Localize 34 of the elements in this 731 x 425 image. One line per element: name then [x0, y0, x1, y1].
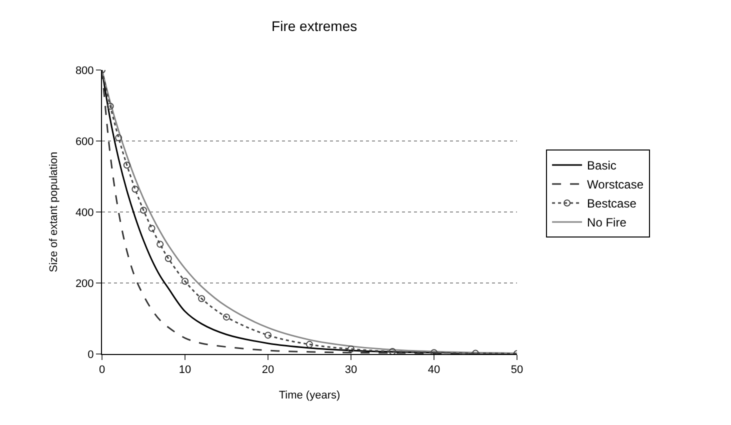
y-tick-label: 400	[75, 206, 94, 219]
x-tick-label: 30	[344, 364, 358, 376]
point	[264, 332, 272, 339]
y-axis-title: Size of extant population	[48, 152, 60, 272]
x-tick-label: 0	[98, 364, 106, 376]
legend-label: No Fire	[587, 216, 627, 230]
point	[148, 224, 156, 232]
point	[182, 278, 188, 285]
x-axis-title: Time (years)	[278, 389, 340, 402]
y-tick-label: 0	[88, 348, 94, 361]
legend-label: Basic	[587, 158, 616, 173]
y-tick-label: 200	[75, 278, 94, 290]
point	[348, 346, 354, 353]
point	[123, 162, 130, 169]
point	[115, 134, 122, 142]
point	[140, 206, 147, 214]
chart-title: Fire extremes	[272, 18, 358, 34]
point	[156, 240, 164, 248]
point	[106, 102, 114, 110]
y-tick-label: 600	[75, 136, 94, 148]
x-tick-label: 20	[262, 364, 274, 376]
legend-label: Bestcase	[587, 196, 637, 211]
x-tick-label: 40	[428, 364, 440, 376]
point	[223, 314, 230, 321]
point	[389, 348, 396, 354]
point	[198, 295, 206, 302]
x-tick-label: 10	[178, 364, 192, 376]
y-tick-label: 800	[75, 64, 94, 77]
point	[164, 255, 172, 262]
x-tick-label: 50	[510, 364, 524, 376]
legend-label: Worstcase	[587, 178, 644, 192]
point	[430, 349, 438, 354]
point	[132, 186, 139, 193]
point	[306, 340, 313, 348]
